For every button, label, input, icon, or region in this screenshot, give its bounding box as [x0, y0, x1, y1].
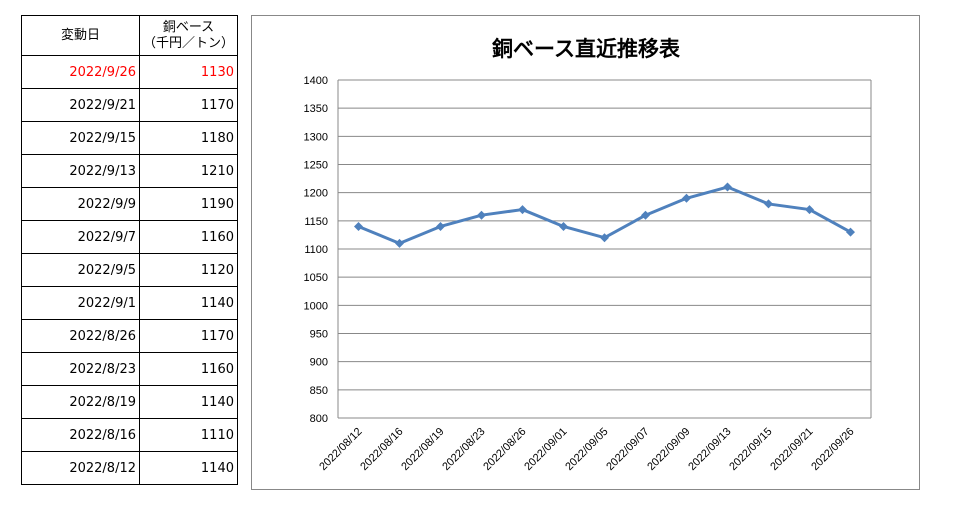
price-table: 変動日 銅ベース （千円／トン） 2022/9/26 1130 2022/9/21 11…: [21, 15, 238, 485]
x-tick-label: 2022/09/13: [686, 426, 733, 473]
price-cell: 1210: [139, 154, 238, 188]
price-cell: 1120: [139, 253, 238, 287]
header-price-line2: （千円／トン）: [143, 35, 235, 51]
y-tick-label: 1300: [304, 131, 328, 143]
price-cell: 1170: [139, 319, 238, 353]
y-tick-label: 900: [310, 357, 328, 369]
price-cell: 1140: [139, 451, 238, 485]
data-point: [846, 227, 855, 237]
y-tick-label: 1050: [304, 272, 328, 284]
x-tick-label: 2022/09/01: [522, 426, 569, 473]
price-cell: 1160: [139, 220, 238, 254]
date-cell: 2022/9/7: [21, 220, 140, 254]
chart-area: 銅ベース直近推移表 800 850 900 950 1000 1050 1100 1150 12…: [251, 15, 920, 490]
y-tick-label: 1150: [304, 216, 328, 228]
y-tick-label: 1200: [304, 188, 328, 200]
date-cell: 2022/8/16: [21, 418, 140, 452]
table-header-row: 変動日 銅ベース （千円／トン）: [21, 15, 238, 56]
data-point: [641, 210, 650, 220]
data-point: [764, 199, 773, 209]
date-cell: 2022/9/15: [21, 121, 140, 155]
y-tick-label: 800: [310, 413, 328, 425]
x-tick-label: 2022/09/26: [809, 426, 856, 473]
price-cell: 1140: [139, 385, 238, 419]
y-tick-label: 1000: [304, 300, 328, 312]
x-tick-label: 2022/08/23: [440, 426, 487, 473]
date-cell: 2022/8/23: [21, 352, 140, 386]
data-point: [518, 205, 527, 215]
x-tick-label: 2022/09/21: [768, 426, 815, 473]
price-cell: 1130: [139, 55, 238, 89]
table-row: 2022/8/26 1170: [21, 319, 238, 353]
y-tick-label: 1100: [304, 244, 328, 256]
table-row: 2022/9/13 1210: [21, 154, 238, 188]
line-chart: 銅ベース直近推移表 800 850 900 950 1000 1050 1100 1150 12…: [304, 37, 872, 473]
data-point: [477, 210, 486, 220]
x-tick-label: 2022/08/16: [358, 426, 405, 473]
data-point: [723, 182, 732, 192]
x-tick-label: 2022/09/07: [604, 426, 651, 473]
x-tick-label: 2022/08/12: [317, 426, 364, 473]
y-tick-label: 950: [310, 329, 328, 341]
x-tick-label: 2022/08/19: [399, 426, 446, 473]
date-cell: 2022/9/1: [21, 286, 140, 320]
data-point: [682, 193, 691, 203]
data-point: [805, 205, 814, 215]
x-tick-label: 2022/09/05: [563, 426, 610, 473]
date-cell: 2022/8/12: [21, 451, 140, 485]
x-tick-label: 2022/09/09: [645, 426, 692, 473]
x-tick-label: 2022/08/26: [481, 426, 528, 473]
table-row: 2022/9/7 1160: [21, 220, 238, 254]
table-row: 2022/8/12 1140: [21, 451, 238, 485]
date-cell: 2022/8/19: [21, 385, 140, 419]
data-point: [354, 221, 363, 231]
price-cell: 1180: [139, 121, 238, 155]
header-price-line1: 銅ベース: [162, 19, 215, 35]
header-date: 変動日: [21, 15, 140, 56]
y-tick-label: 850: [310, 385, 328, 397]
price-cell: 1110: [139, 418, 238, 452]
data-point: [559, 221, 568, 231]
table-row: 2022/9/9 1190: [21, 187, 238, 221]
y-tick-label: 1250: [304, 160, 328, 172]
price-cell: 1160: [139, 352, 238, 386]
data-point: [600, 233, 609, 243]
header-price: 銅ベース （千円／トン）: [139, 15, 238, 56]
table-row: 2022/9/21 1170: [21, 88, 238, 122]
date-cell: 2022/9/13: [21, 154, 140, 188]
x-tick-label: 2022/09/15: [727, 426, 774, 473]
date-cell: 2022/8/26: [21, 319, 140, 353]
table-row: 2022/8/23 1160: [21, 352, 238, 386]
data-point: [395, 238, 404, 248]
chart-title: 銅ベース直近推移表: [492, 37, 681, 61]
y-tick-label: 1350: [304, 103, 328, 115]
price-cell: 1170: [139, 88, 238, 122]
table-row: 2022/9/5 1120: [21, 253, 238, 287]
price-cell: 1140: [139, 286, 238, 320]
data-point: [436, 221, 445, 231]
table-row: 2022/9/26 1130: [21, 55, 238, 89]
y-tick-label: 1400: [304, 75, 328, 87]
table-row: 2022/8/16 1110: [21, 418, 238, 452]
date-cell: 2022/9/21: [21, 88, 140, 122]
table-row: 2022/8/19 1140: [21, 385, 238, 419]
date-cell: 2022/9/9: [21, 187, 140, 221]
table-row: 2022/9/15 1180: [21, 121, 238, 155]
date-cell: 2022/9/26: [21, 55, 140, 89]
price-cell: 1190: [139, 187, 238, 221]
table-row: 2022/9/1 1140: [21, 286, 238, 320]
date-cell: 2022/9/5: [21, 253, 140, 287]
